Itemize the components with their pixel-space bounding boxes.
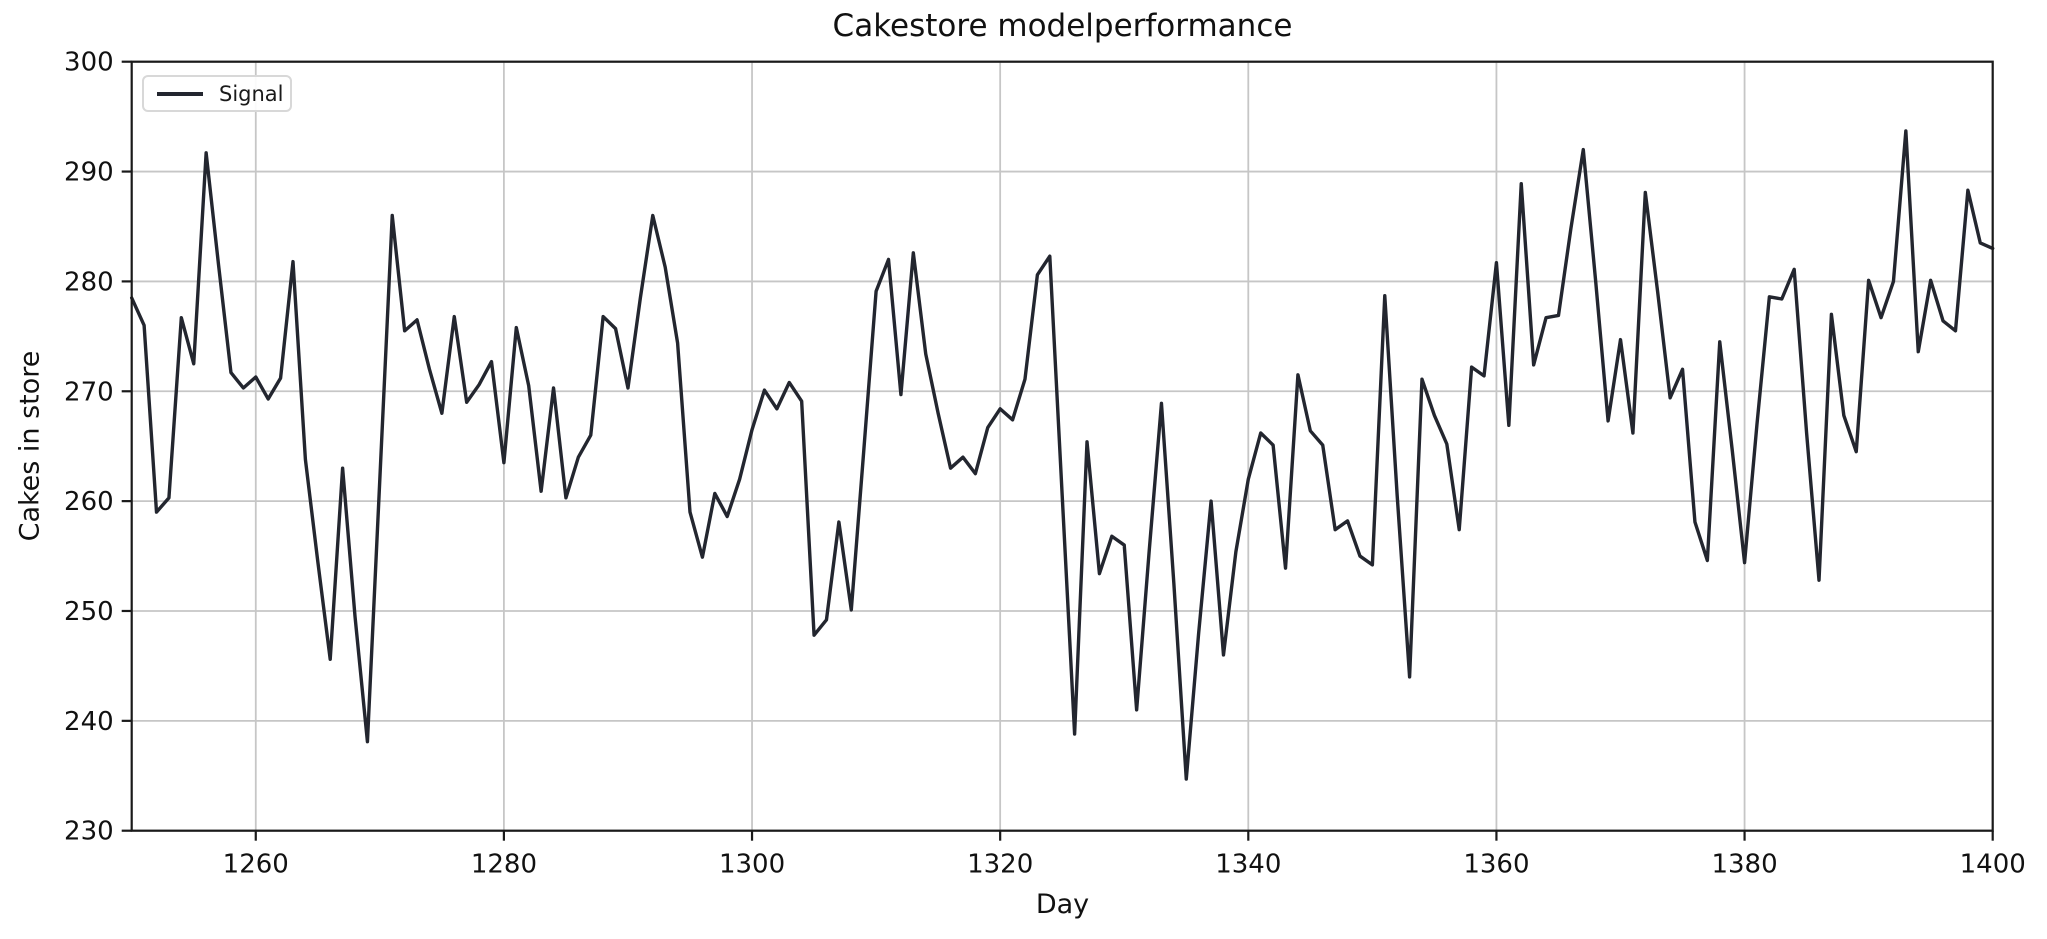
legend-entry-label: Signal (219, 81, 284, 106)
x-tick-label: 1400 (1960, 850, 2026, 880)
y-tick-label: 270 (64, 377, 114, 407)
y-tick-label: 300 (64, 48, 114, 78)
x-tick-label: 1320 (967, 850, 1033, 880)
x-tick-label: 1260 (223, 850, 289, 880)
y-tick-label: 250 (64, 597, 114, 627)
legend-line-sample (157, 91, 203, 96)
x-tick-label: 1380 (1711, 850, 1777, 880)
legend: Signal (142, 75, 292, 112)
y-axis-label: Cakes in store (14, 350, 46, 542)
x-tick-label: 1300 (719, 850, 785, 880)
y-tick-label: 240 (64, 707, 114, 737)
axes-spines (130, 60, 1994, 832)
x-tick-label: 1360 (1463, 850, 1529, 880)
x-tick-label: 1340 (1215, 850, 1281, 880)
x-tick-label: 1280 (471, 850, 537, 880)
y-tick-label: 260 (64, 487, 114, 517)
y-tick-label: 230 (64, 817, 114, 847)
x-axis-label: Day (1035, 889, 1090, 920)
y-tick-label: 290 (64, 158, 114, 188)
chart-title: Cakestore modelperformance (832, 8, 1293, 44)
signal-line (129, 129, 1995, 781)
y-tick-label: 280 (64, 267, 114, 297)
